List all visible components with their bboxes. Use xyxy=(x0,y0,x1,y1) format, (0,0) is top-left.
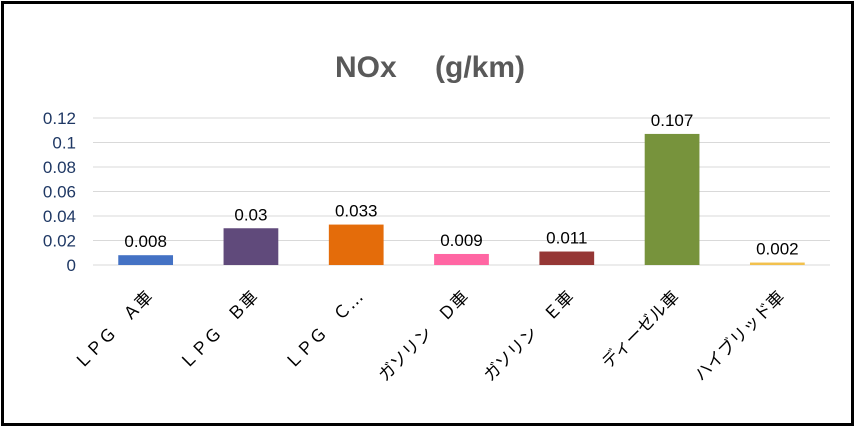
data-label: 0.107 xyxy=(651,111,694,130)
y-axis-ticks: 0 0.02 0.04 0.06 0.08 0.1 0.12 xyxy=(43,109,76,275)
data-label: 0.009 xyxy=(440,231,483,250)
x-axis-labels: ＬＰＧ Ａ車 ＬＰＧ Ｂ車 ＬＰＧ Ｃ… ガソリン Ｄ車 ガソリン Ｅ車 ディーゼル車 ハイ… xyxy=(71,287,789,386)
x-tick-label: ディーゼル車 xyxy=(597,287,683,373)
x-tick-label: ガソリン Ｅ車 xyxy=(480,287,578,385)
x-tick-label: ＬＰＧ Ｂ車 xyxy=(176,287,262,373)
y-tick-label: 0.1 xyxy=(52,134,76,153)
bar xyxy=(539,251,595,265)
bar xyxy=(749,262,805,265)
data-label: 0.002 xyxy=(756,240,799,259)
bar xyxy=(644,133,700,265)
bar xyxy=(328,224,384,265)
data-label: 0.008 xyxy=(124,232,167,251)
bar xyxy=(118,255,174,265)
y-tick-label: 0.04 xyxy=(43,207,76,226)
y-tick-label: 0.06 xyxy=(43,183,76,202)
data-label: 0.03 xyxy=(234,205,267,224)
bars xyxy=(118,133,805,265)
x-tick-label: ガソリン Ｄ車 xyxy=(375,287,473,385)
bar xyxy=(223,228,279,265)
gridlines xyxy=(93,117,830,266)
bar xyxy=(434,253,489,265)
data-label: 0.011 xyxy=(546,229,587,248)
data-label: 0.033 xyxy=(335,202,378,221)
data-labels: 0.008 0.03 0.033 0.009 0.011 0.107 0.002 xyxy=(124,111,798,259)
x-tick-label: ハイブリッド車 xyxy=(690,287,789,386)
x-tick-label: ＬＰＧ Ｃ… xyxy=(281,287,367,373)
y-tick-label: 0.12 xyxy=(43,109,76,128)
chart-title: NOx (g/km) xyxy=(335,51,525,84)
x-tick-label: ＬＰＧ Ａ車 xyxy=(71,287,157,373)
y-tick-label: 0 xyxy=(67,256,76,275)
y-tick-label: 0.08 xyxy=(43,158,76,177)
y-tick-label: 0.02 xyxy=(43,232,76,251)
